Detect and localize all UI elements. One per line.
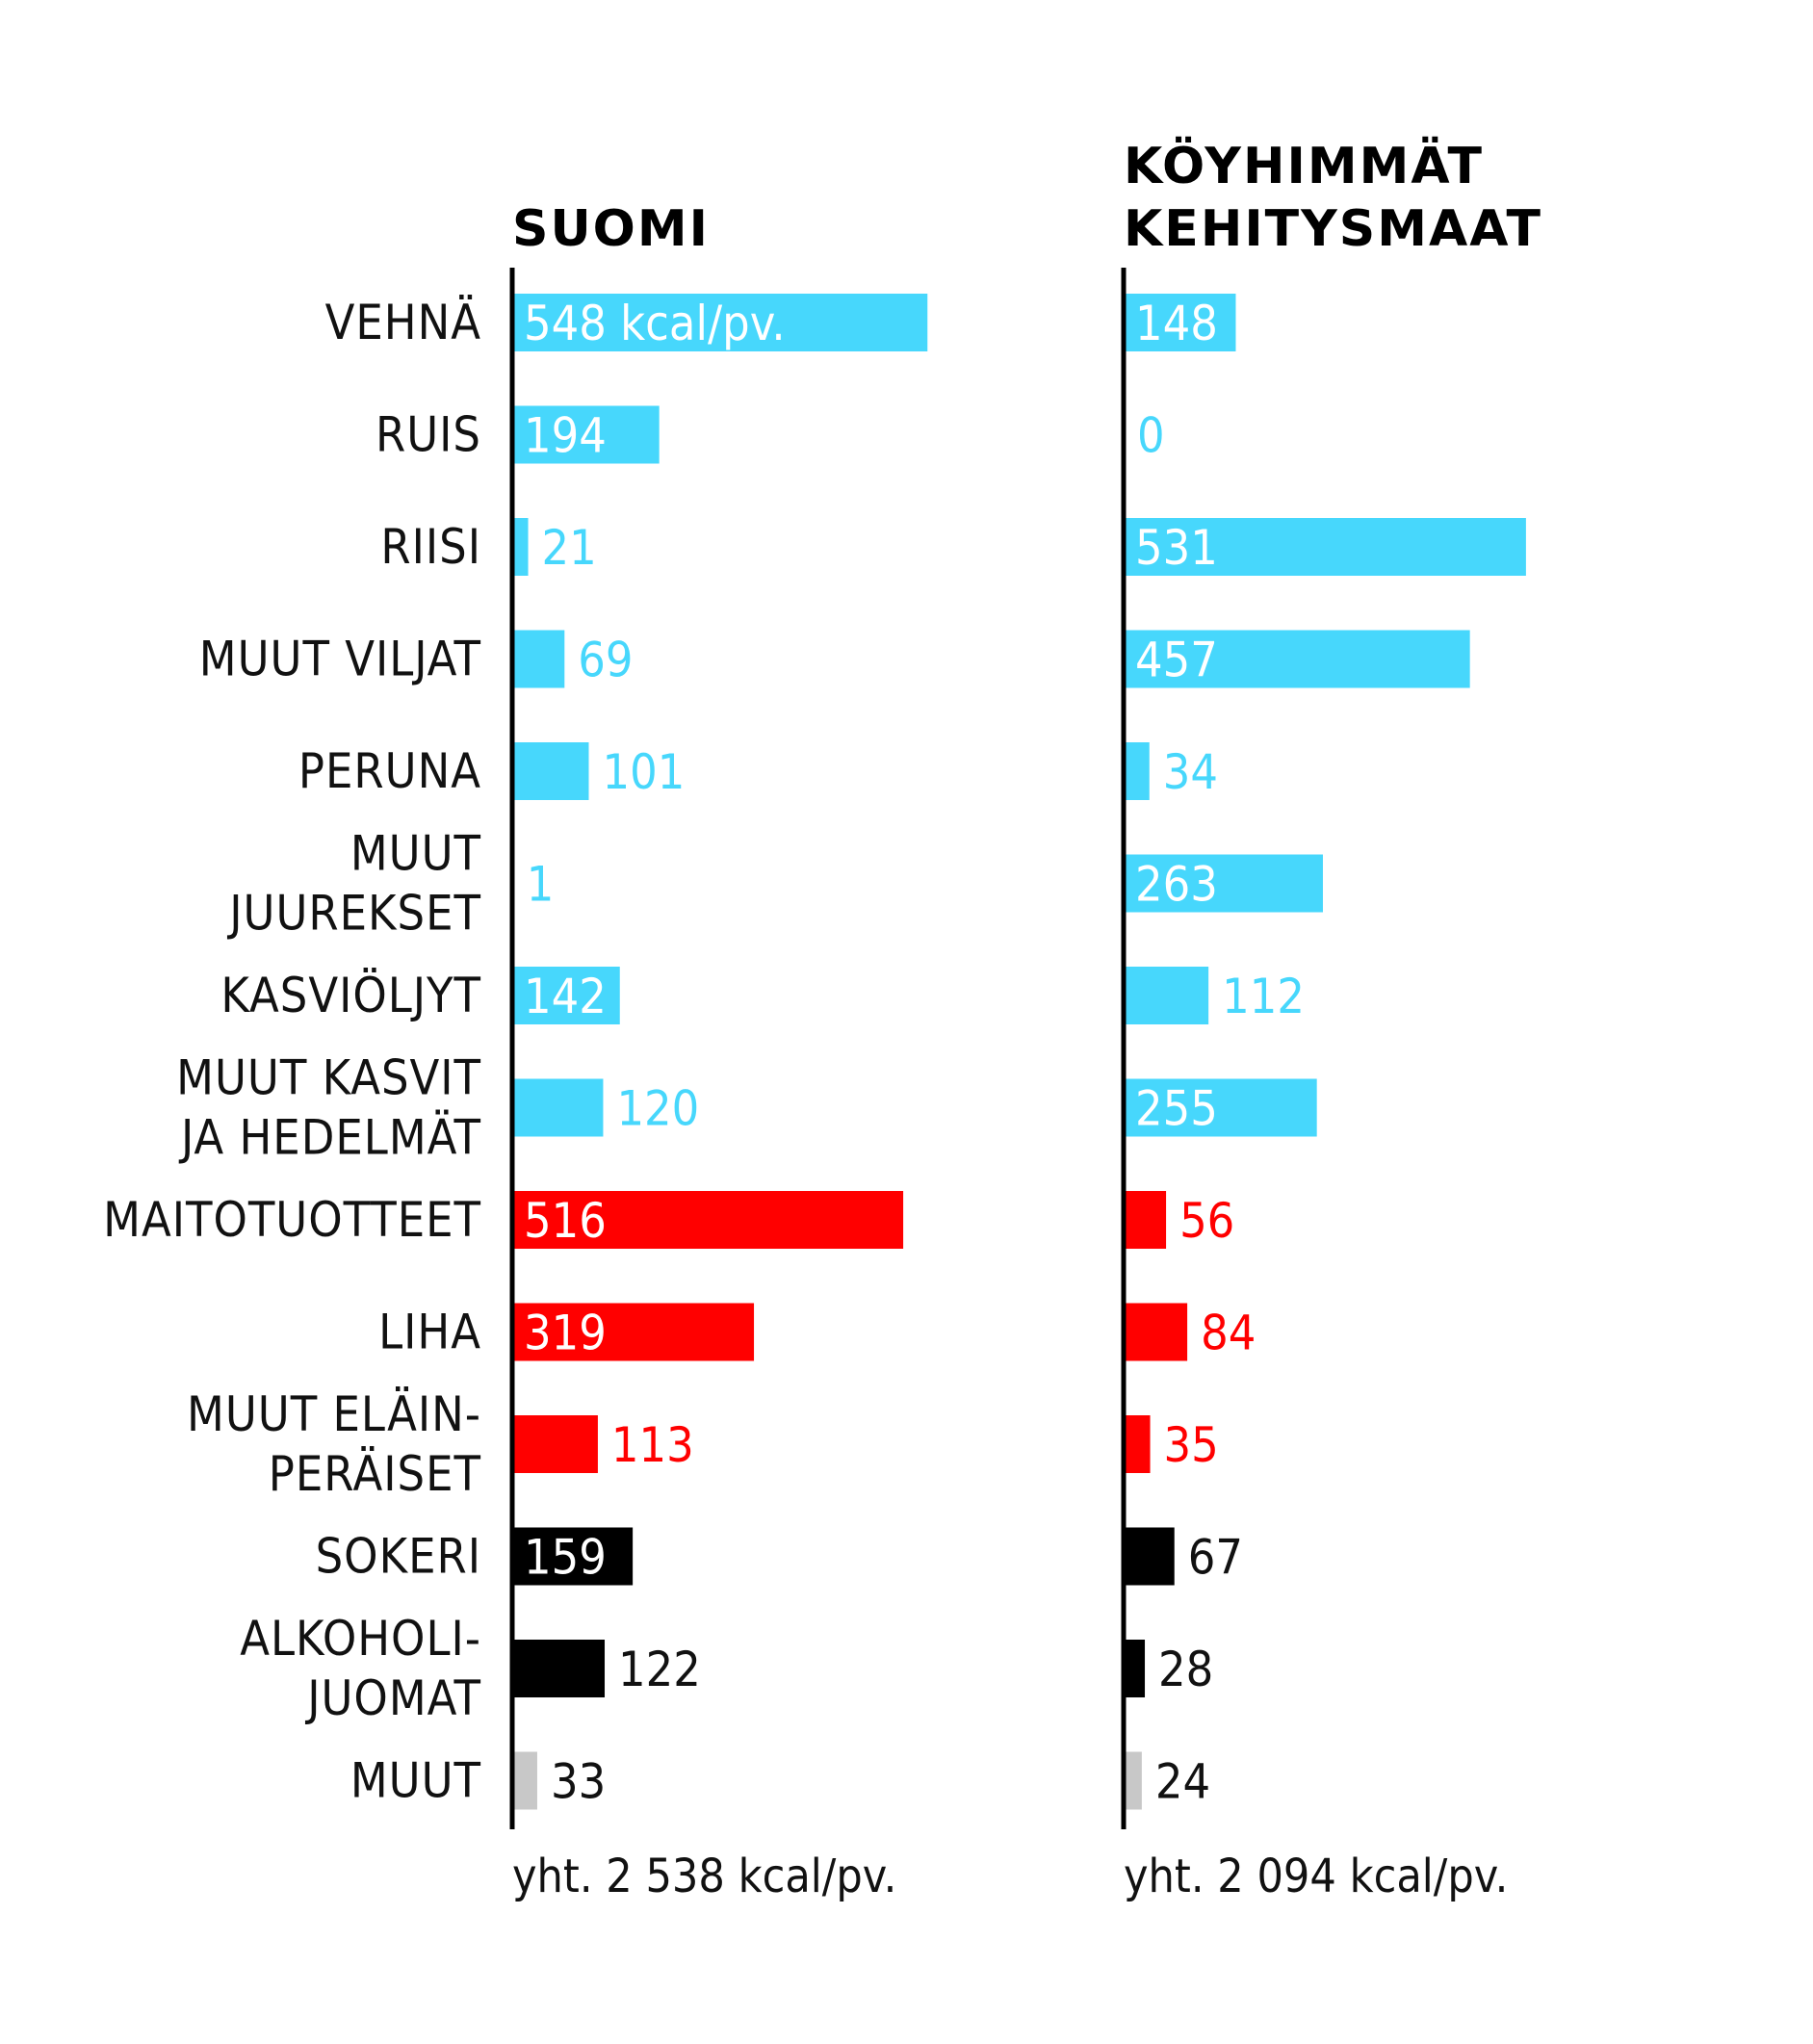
bar xyxy=(1124,1415,1151,1473)
panel-title-line: KEHITYSMAAT xyxy=(1124,200,1542,258)
bar xyxy=(512,1191,904,1249)
data-label: 120 xyxy=(616,1081,699,1137)
panel-title: SUOMI xyxy=(512,200,710,258)
bar xyxy=(1124,742,1150,800)
bar xyxy=(512,518,529,576)
data-label: 255 xyxy=(1135,1081,1218,1137)
category-label-line: MUUT KASVIT xyxy=(176,1050,481,1106)
category-label: VEHNÄ xyxy=(325,295,481,350)
bar xyxy=(512,630,565,688)
category-label: MUUT xyxy=(350,1753,481,1809)
category-label-line: MUUT VILJAT xyxy=(199,632,481,687)
category-label: MUUT ELÄIN-PERÄISET xyxy=(187,1386,481,1502)
data-label: 113 xyxy=(611,1417,694,1473)
data-label: 148 xyxy=(1135,296,1218,351)
bar xyxy=(1124,518,1526,576)
data-label: 263 xyxy=(1135,857,1218,913)
category-label-line: MUUT xyxy=(350,1753,481,1809)
category-label: RUIS xyxy=(376,407,481,463)
data-label: 319 xyxy=(524,1306,607,1361)
bar xyxy=(512,1415,598,1473)
data-label: 516 xyxy=(524,1193,607,1249)
data-label: 0 xyxy=(1137,408,1165,464)
category-label-line: SOKERI xyxy=(316,1529,481,1585)
category-label-line: JUOMAT xyxy=(304,1670,481,1726)
panel-kehitysmaat: KÖYHIMMÄT KEHITYSMAAT 148 0 531 457 34 263 112 25… xyxy=(1121,136,1542,1903)
data-label: 159 xyxy=(524,1530,607,1586)
bar xyxy=(512,967,620,1024)
category-label-line: LIHA xyxy=(378,1305,481,1360)
bar xyxy=(512,1640,606,1697)
category-label-line: ALKOHOLI- xyxy=(240,1611,481,1667)
data-label: 67 xyxy=(1188,1530,1243,1586)
category-label: MAITOTUOTTEET xyxy=(103,1192,481,1248)
data-label: 112 xyxy=(1222,969,1305,1024)
total-label: yht. 2 094 kcal/pv. xyxy=(1124,1850,1508,1903)
category-label-line: PERUNA xyxy=(298,743,481,799)
category-label: KASVIÖLJYT xyxy=(220,968,481,1023)
data-label: 142 xyxy=(524,969,607,1024)
bar xyxy=(512,1527,634,1586)
category-label-line: JA HEDELMÄT xyxy=(178,1110,481,1166)
category-label-line: MUUT ELÄIN- xyxy=(187,1386,481,1442)
data-label: 35 xyxy=(1164,1417,1219,1473)
data-label: 34 xyxy=(1163,744,1218,800)
bar xyxy=(512,405,660,464)
bar xyxy=(512,1751,537,1810)
category-label-line: MAITOTUOTTEET xyxy=(103,1192,481,1248)
data-label: 56 xyxy=(1179,1193,1234,1249)
category-label-line: MUUT xyxy=(350,826,481,882)
data-label: 122 xyxy=(618,1642,701,1697)
category-label: LIHA xyxy=(378,1305,481,1360)
data-label: 33 xyxy=(551,1754,606,1810)
data-label: 548 kcal/pv. xyxy=(524,296,786,351)
bar xyxy=(1124,1751,1142,1810)
bar xyxy=(1124,630,1470,688)
bar xyxy=(1124,1640,1146,1697)
category-label-line: VEHNÄ xyxy=(325,295,481,350)
bar xyxy=(1124,1303,1188,1361)
category-label: PERUNA xyxy=(298,743,481,799)
bar xyxy=(1124,967,1209,1024)
data-label: 28 xyxy=(1158,1642,1213,1697)
category-label: MUUT KASVIT JA HEDELMÄT xyxy=(176,1050,481,1166)
panel-title-line: SUOMI xyxy=(512,200,710,258)
data-label: 84 xyxy=(1201,1306,1256,1361)
category-label-line: RUIS xyxy=(376,407,481,463)
data-label: 194 xyxy=(524,408,607,464)
bar xyxy=(512,742,589,800)
bar xyxy=(1124,1191,1167,1249)
data-label: 531 xyxy=(1135,520,1218,576)
category-label-line: JUUREKSET xyxy=(226,886,481,942)
category-label: MUUT JUUREKSET xyxy=(226,826,481,942)
bar xyxy=(1124,1527,1175,1586)
category-label-line: RIISI xyxy=(380,519,481,575)
bar xyxy=(1124,294,1236,351)
data-label: 101 xyxy=(602,744,685,800)
data-label: 457 xyxy=(1135,633,1218,688)
category-label-line: PERÄISET xyxy=(269,1446,481,1502)
category-label: RIISI xyxy=(380,519,481,575)
data-label: 1 xyxy=(527,857,555,913)
bar xyxy=(512,294,928,351)
category-label: ALKOHOLI-JUOMAT xyxy=(240,1611,481,1726)
category-label-line: KASVIÖLJYT xyxy=(220,968,481,1023)
bar xyxy=(1124,854,1323,913)
panel-title-line: KÖYHIMMÄT xyxy=(1124,136,1484,195)
total-label: yht. 2 538 kcal/pv. xyxy=(512,1850,896,1903)
bar xyxy=(512,1078,604,1137)
data-label: 69 xyxy=(578,633,633,688)
bar xyxy=(1124,1078,1317,1137)
category-label: SOKERI xyxy=(316,1529,481,1585)
data-label: 24 xyxy=(1155,1754,1210,1810)
data-label: 21 xyxy=(542,520,597,576)
category-label: MUUT VILJAT xyxy=(199,632,481,687)
bar xyxy=(512,1303,755,1361)
panel-title: KÖYHIMMÄT KEHITYSMAAT xyxy=(1124,136,1542,258)
